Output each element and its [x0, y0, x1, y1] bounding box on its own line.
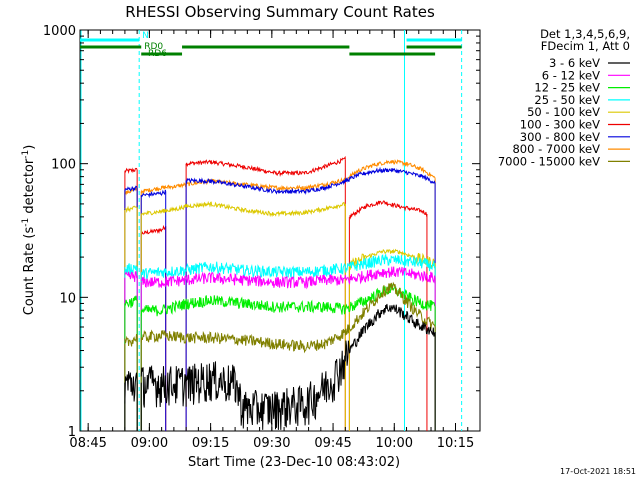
y-tick-label-2: 100 [51, 158, 76, 173]
series-6-12-keV-seg-0 [124, 270, 138, 283]
legend-label-1: 6 - 12 keV [542, 68, 600, 82]
series-7000-15000-keV-seg-1 [140, 281, 436, 354]
series-100-300-keV-seg-3 [349, 200, 428, 220]
plot-content [80, 30, 463, 431]
legend-label-8: 7000 - 15000 keV [498, 154, 600, 168]
series-25-50-keV-seg-0 [124, 263, 138, 275]
y-label-part-1: Count Rate (s [22, 227, 37, 316]
series-6-12-keV-seg-1 [140, 266, 436, 290]
series-50-100-keV-seg-1 [140, 200, 346, 218]
series-3-6-keV-seg-1 [140, 303, 436, 430]
series-800-7000-keV-seg-1 [140, 159, 436, 195]
flag-label-1: RD0 [144, 42, 163, 52]
legend-label-3: 25 - 50 keV [534, 93, 600, 107]
series-3-6-keV-seg-0 [124, 371, 138, 404]
series-25-50-keV-seg-1 [140, 253, 436, 280]
y-label-part-2: detector [22, 158, 37, 218]
legend: Det 1,3,4,5,6,9, FDecim 1, Att 0 3 - 6 k… [498, 27, 630, 168]
y-label-sup-2: -1 [21, 150, 31, 159]
chart-title: RHESSI Observing Summary Count Rates [125, 3, 435, 21]
series-12-25-keV-seg-1 [140, 283, 436, 317]
series-7000-15000-keV-seg-0 [124, 334, 138, 347]
legend-label-7: 800 - 7000 keV [512, 142, 600, 156]
x-tick-label-4: 09:45 [314, 436, 351, 451]
plot-frame [79, 29, 481, 432]
y-tick-label-0: 1 [68, 425, 76, 440]
series-12-25-keV-seg-0 [124, 295, 138, 308]
x-tick-label-6: 10:15 [437, 436, 474, 451]
legend-label-5: 100 - 300 keV [520, 118, 600, 132]
legend-label-4: 50 - 100 keV [527, 105, 600, 119]
x-tick-label-2: 09:15 [192, 436, 229, 451]
legend-header-1: Det 1,3,4,5,6,9, [540, 27, 630, 41]
y-label-sup-1: -1 [21, 218, 31, 227]
x-tick-label-1: 09:00 [131, 436, 168, 451]
x-axis-label: Start Time (23-Dec-10 08:43:02) [188, 455, 400, 470]
flag-label-2: RD6 [148, 49, 167, 59]
x-tick-label-3: 09:30 [253, 436, 290, 451]
series-300-800-keV-seg-0 [124, 185, 138, 193]
y-label-part-3: ) [22, 145, 37, 150]
legend-label-0: 3 - 6 keV [549, 56, 600, 70]
y-axis-label: Count Rate (s-1 detector-1) [21, 145, 37, 316]
y-tick-label-1: 10 [59, 291, 76, 306]
flag-label-0: N [142, 31, 149, 41]
axes: 1 10 100 1000 08:45 09:00 09:15 09:30 09:45 10:00… [43, 24, 481, 451]
series-100-300-keV-seg-0 [124, 167, 138, 174]
series-300-800-keV-seg-2 [185, 166, 436, 196]
legend-label-6: 300 - 800 keV [520, 130, 600, 144]
series-100-300-keV-seg-2 [185, 155, 346, 177]
x-tick-label-0: 08:45 [69, 436, 106, 451]
x-tick-label-5: 10:00 [376, 436, 413, 451]
legend-label-2: 12 - 25 keV [534, 81, 600, 95]
series-300-800-keV-seg-1 [140, 189, 167, 199]
footer-timestamp: 17-Oct-2021 18:51 [560, 467, 636, 476]
legend-header-2: FDecim 1, Att 0 [541, 39, 630, 53]
series-100-300-keV-seg-1 [140, 224, 167, 236]
y-tick-label-3: 1000 [43, 24, 76, 39]
series-50-100-keV-seg-0 [124, 205, 138, 214]
